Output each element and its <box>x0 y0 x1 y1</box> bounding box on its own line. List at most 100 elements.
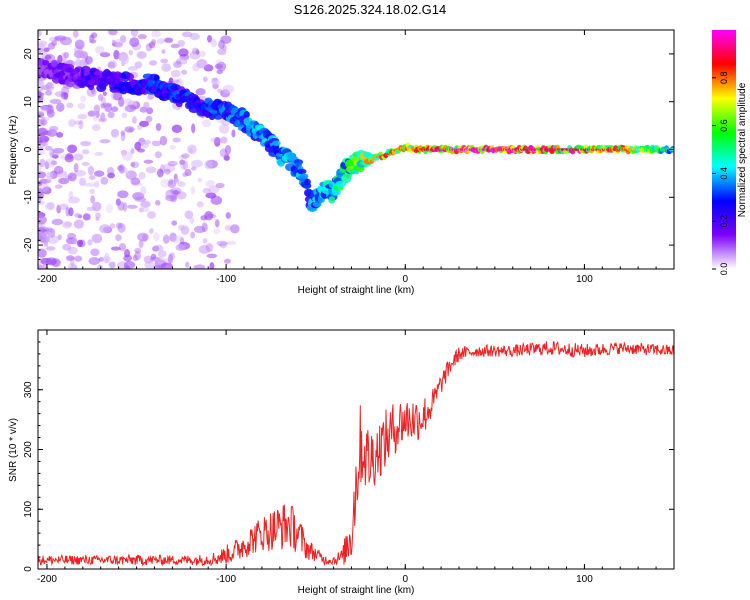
spectrogram-noise-blob <box>111 39 116 47</box>
spectrogram-noise-blob <box>129 37 140 48</box>
spectrogram-noise-blob <box>44 145 53 151</box>
spectrogram-noise-blob <box>88 175 96 180</box>
spectrogram-noise-blob <box>219 241 228 249</box>
spectrogram-noise-blob <box>170 187 182 195</box>
spectrogram-noise-blob <box>181 153 190 159</box>
spectrogram-noise-blob <box>77 102 86 110</box>
spectrogram-noise-blob <box>68 207 74 217</box>
spectrogram-noise-blob <box>149 60 158 66</box>
spectrogram-noise-blob <box>43 47 50 52</box>
spectrogram-noise-blob <box>171 220 178 226</box>
spectrogram-noise-blob <box>205 179 216 188</box>
spectrogram-noise-blob <box>223 155 231 162</box>
spectrogram-noise-blob <box>74 39 85 50</box>
spectrogram-noise-blob <box>81 161 90 166</box>
spectrogram-noise-blob <box>60 92 69 100</box>
spectrogram-noise-blob <box>222 84 234 94</box>
spectrogram-noise-blob <box>77 113 88 120</box>
spectrogram-noise-blob <box>205 64 212 70</box>
spectrogram-x-tick-label: 0 <box>402 274 408 285</box>
spectrogram-noise-blob <box>149 228 154 234</box>
spectrogram-noise-blob <box>210 38 217 48</box>
spectrogram-noise-blob <box>143 101 150 109</box>
spectrogram-noise-blob <box>177 181 186 187</box>
spectrogram-noise-blob <box>171 190 180 195</box>
spectrogram-noise-blob <box>156 38 165 45</box>
spectrogram-noise-blob <box>93 104 100 114</box>
spectrogram-noise-blob <box>43 242 49 247</box>
spectrogram-noise-blob <box>110 128 120 138</box>
spectrogram-noise-blob <box>154 200 161 206</box>
spectrogram-noise-blob <box>214 63 223 70</box>
spectrogram-noise-blob <box>179 159 186 165</box>
spectrogram-noise-blob <box>63 51 70 59</box>
spectrogram-noise-blob <box>93 111 98 122</box>
spectrogram-noise-blob <box>120 54 130 65</box>
spectrogram-noise-blob <box>134 250 141 261</box>
spectrogram-noise-blob <box>191 47 199 55</box>
spectrogram-noise-blob <box>73 153 84 161</box>
spectrogram-noise-blob <box>87 239 93 246</box>
spectrogram-noise-blob <box>181 69 188 75</box>
spectrogram-marks <box>38 30 674 269</box>
spectrogram-noise-blob <box>160 178 171 188</box>
spectrogram-noise-blob <box>115 222 123 229</box>
spectrogram-noise-blob <box>97 264 104 269</box>
spectrogram-noise-blob <box>86 87 97 97</box>
spectrogram-noise-blob <box>225 212 231 219</box>
spectrogram-noise-blob <box>172 235 183 244</box>
spectrogram-noise-blob <box>65 255 75 262</box>
spectrogram-noise-blob <box>177 39 186 47</box>
colorbar-scale <box>712 30 736 269</box>
spectrogram-noise-blob <box>121 112 128 118</box>
spectrogram-noise-blob <box>151 39 157 45</box>
spectrogram-noise-blob <box>87 110 97 117</box>
spectrogram-noise-blob <box>39 158 46 168</box>
spectrogram-noise-blob <box>140 185 147 196</box>
spectrogram-noise-blob <box>174 177 180 184</box>
spectrogram-noise-blob <box>84 56 94 65</box>
spectrogram-noise-blob <box>226 240 237 246</box>
spectrogram-noise-blob <box>195 88 206 96</box>
spectrogram-noise-blob <box>134 61 143 69</box>
spectrogram-noise-blob <box>45 246 56 251</box>
spectrogram-noise-blob <box>145 115 153 123</box>
snr-x-ticks: -200 -100 0 100 <box>37 330 675 585</box>
spectrogram-noise-blob <box>125 171 131 177</box>
spectrogram-noise-blob <box>168 77 174 84</box>
spectrogram-noise-blob <box>94 46 105 55</box>
spectrogram-noise-blob <box>216 240 228 247</box>
spectrogram-noise-blob <box>167 253 174 264</box>
spectrogram-noise-blob <box>204 159 213 170</box>
spectrogram-noise-blob <box>110 91 121 101</box>
snr-y-ticks: 0 100 200 300 <box>23 329 674 572</box>
spectrogram-x-axis-label: Height of straight line (km) <box>298 285 415 296</box>
spectrogram-noise-blob <box>57 54 63 64</box>
spectrogram-noise-blob <box>79 59 88 68</box>
spectrogram-noise-blob <box>53 165 64 175</box>
spectrogram-noise-blob <box>146 107 154 115</box>
spectrogram-noise-blob <box>219 123 230 134</box>
spectrogram-noise-blob <box>220 136 228 144</box>
spectrogram-noise-blob <box>99 139 111 144</box>
spectrogram-noise-blob <box>169 144 176 150</box>
colorbar-ticks: 0.0 0.2 0.4 0.6 0.8 <box>712 72 729 275</box>
spectrogram-noise-blob <box>117 190 129 199</box>
spectrogram-noise-blob <box>40 257 52 266</box>
spectrogram-noise-blob <box>54 35 67 41</box>
spectrogram-noise-blob <box>157 249 167 258</box>
spectrogram-noise-blob <box>70 257 75 267</box>
spectrogram-noise-blob <box>123 265 130 269</box>
spectrogram-noise-blob <box>163 163 176 173</box>
spectrogram-noise-blob <box>154 151 162 159</box>
spectrogram-noise-blob <box>162 234 170 244</box>
spectrogram-noise-blob <box>38 248 47 258</box>
spectrogram-noise-blob <box>126 204 138 209</box>
spectrogram-noise-blob <box>130 161 140 169</box>
spectrogram-noise-blob <box>67 262 77 269</box>
spectrogram-noise-blob <box>38 171 47 179</box>
spectrogram-noise-blob <box>223 258 231 264</box>
spectrogram-noise-blob <box>76 239 84 248</box>
spectrogram-noise-blob <box>196 58 208 69</box>
